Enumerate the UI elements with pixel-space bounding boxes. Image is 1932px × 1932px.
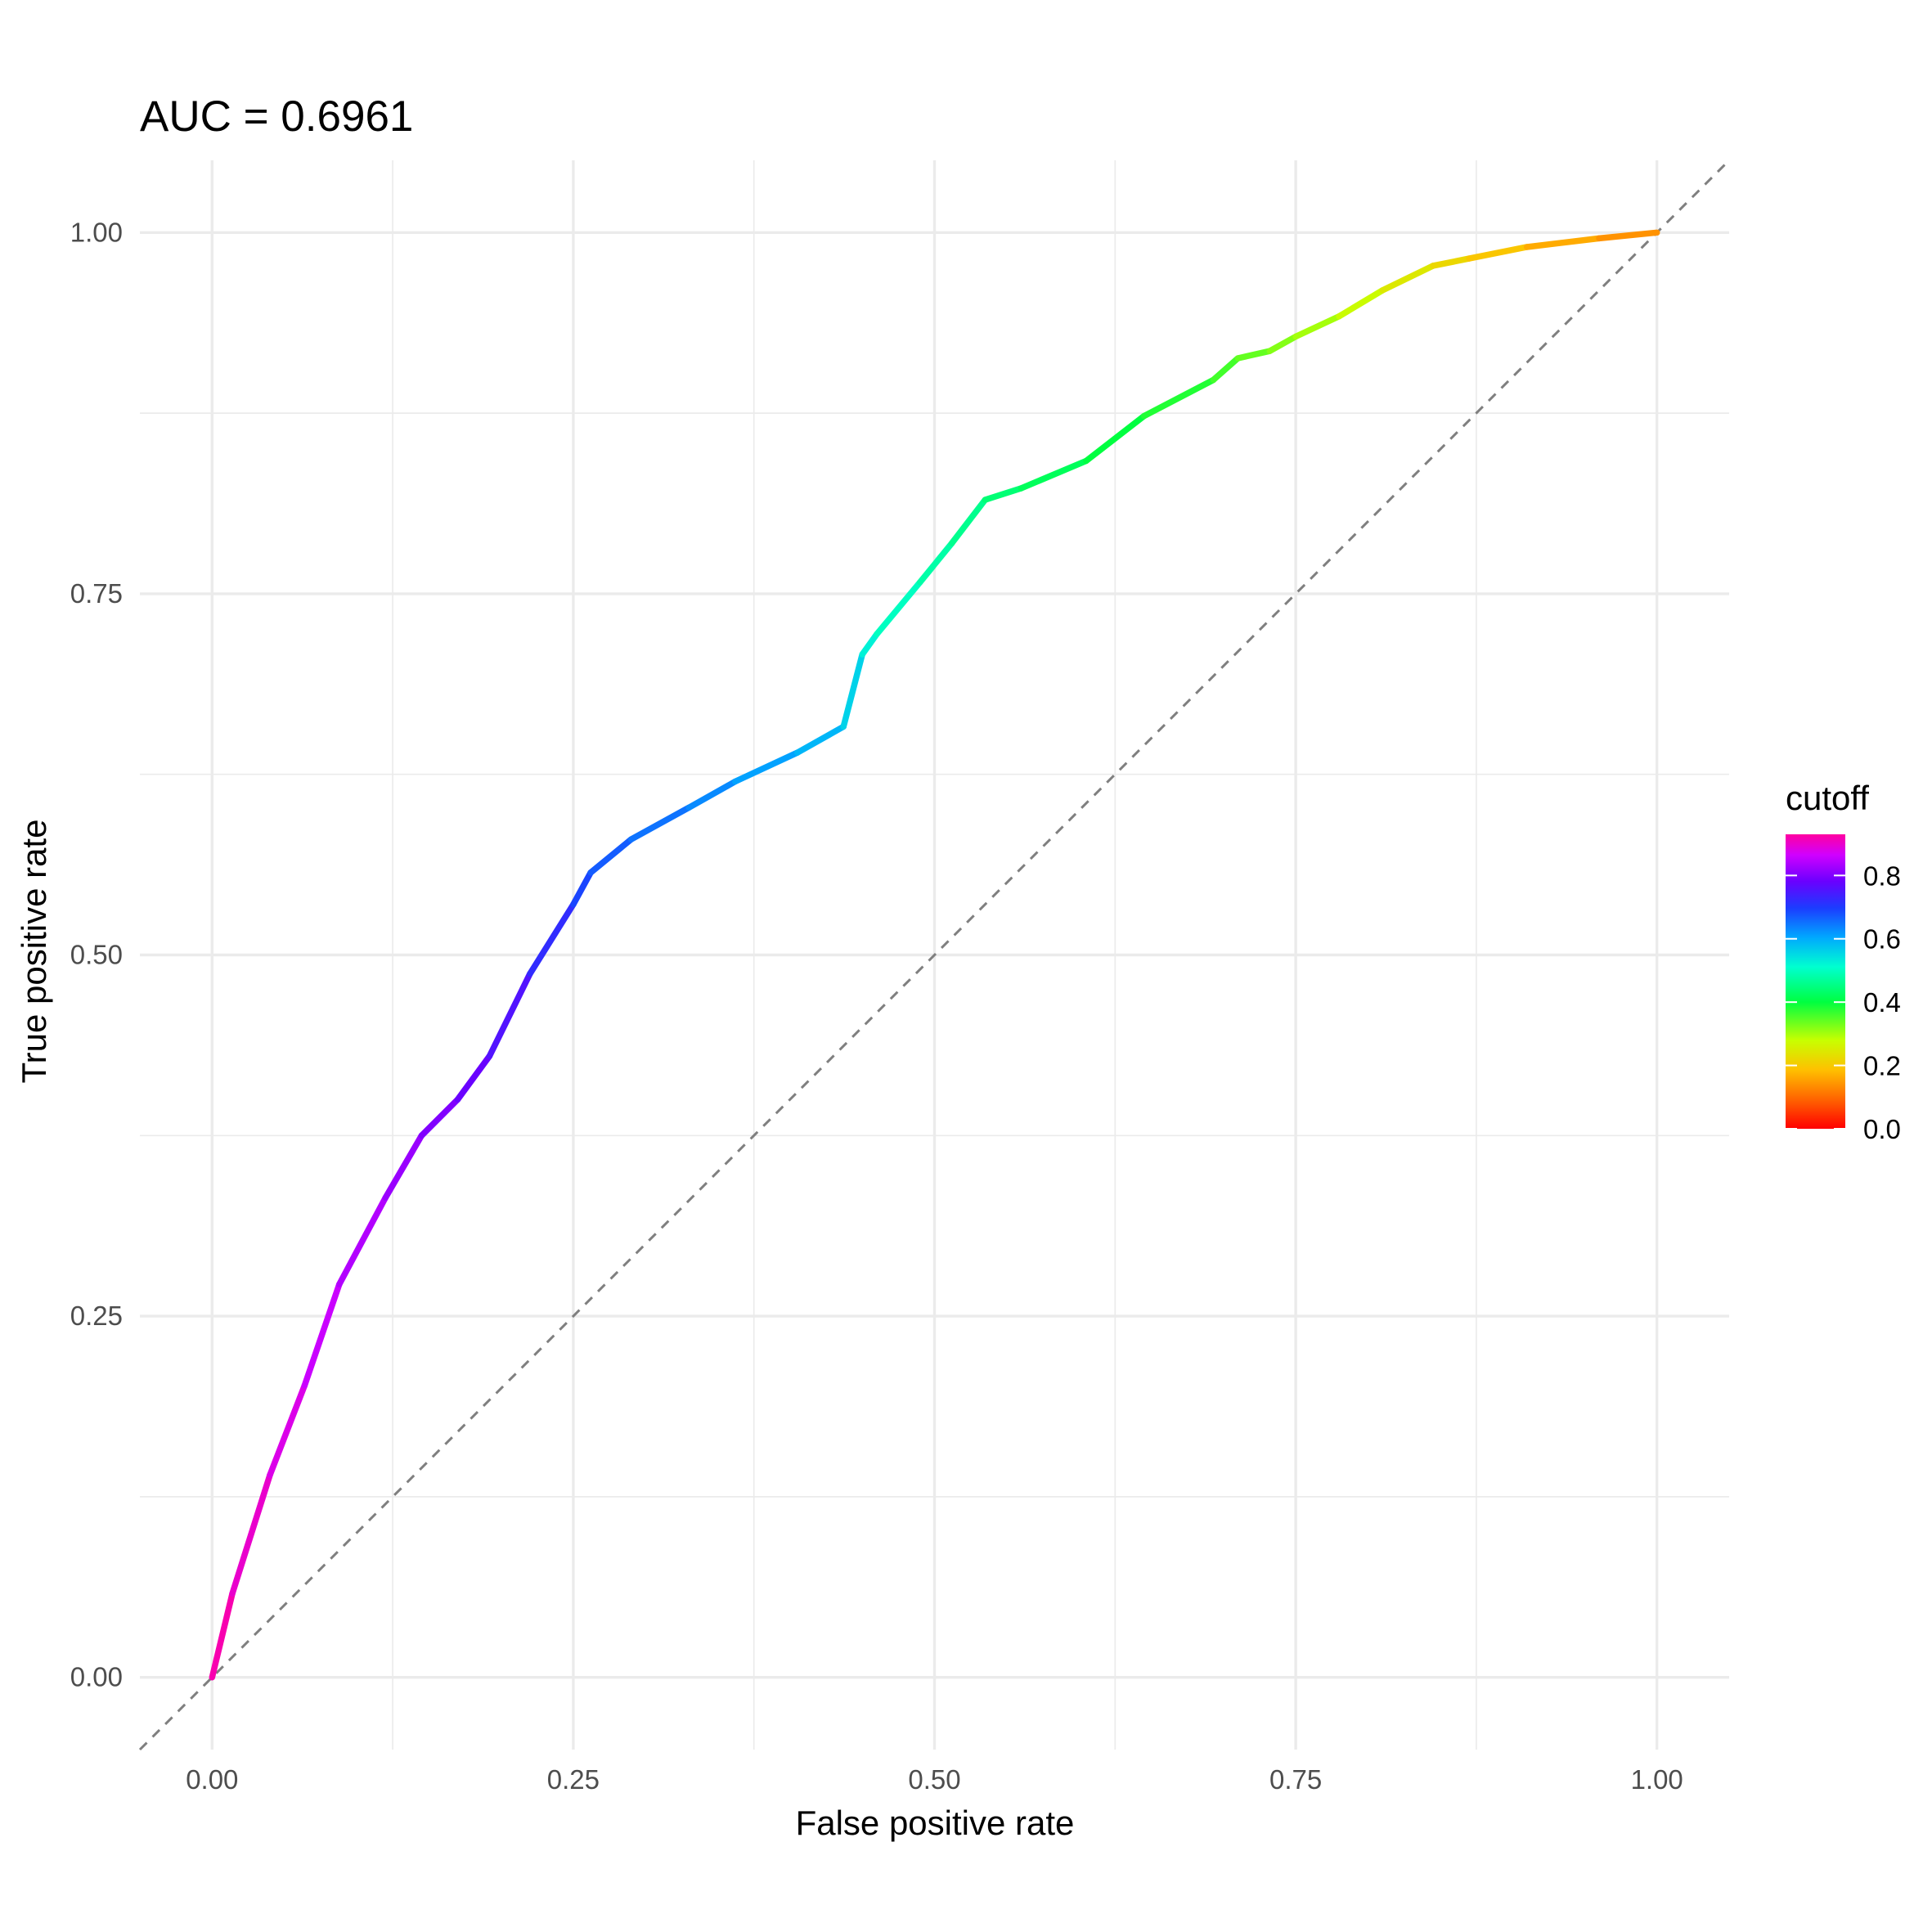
x-tick-label: 0.75	[1269, 1764, 1322, 1795]
y-tick-label: 0.75	[70, 578, 123, 609]
roc-segment	[209, 1590, 236, 1681]
legend-tick-label: 0.0	[1863, 1114, 1901, 1144]
roc-segment	[1210, 355, 1242, 384]
roc-segment	[454, 1053, 493, 1103]
roc-segment	[948, 496, 989, 546]
cutoff-legend: cutoff 0.8 0.6 0.4 0.2 0.0	[1786, 779, 1901, 1144]
x-tick-label: 0.00	[186, 1764, 238, 1795]
roc-segment	[731, 749, 801, 785]
chart-title: AUC = 0.6961	[140, 92, 413, 141]
roc-segment	[336, 1194, 389, 1287]
roc-segment	[982, 485, 1025, 503]
roc-segment	[587, 836, 635, 876]
roc-segment	[917, 540, 955, 586]
roc-segment	[685, 778, 739, 811]
x-tick-label: 1.00	[1631, 1764, 1683, 1795]
roc-segment	[1140, 376, 1217, 420]
y-tick-label: 0.00	[70, 1662, 123, 1692]
roc-segment	[1379, 263, 1436, 294]
x-axis-ticks: 0.00 0.25 0.50 0.75 1.00	[186, 1764, 1683, 1795]
x-tick-label: 0.25	[547, 1764, 600, 1795]
roc-segment	[527, 901, 577, 977]
roc-segment	[570, 869, 594, 908]
roc-segment	[229, 1471, 273, 1597]
roc-segment	[1234, 348, 1274, 362]
roc-segment	[793, 723, 847, 756]
roc-segment	[1523, 235, 1602, 250]
roc-segment	[627, 804, 692, 842]
roc-segment	[418, 1096, 461, 1139]
legend-title: cutoff	[1786, 779, 1869, 817]
roc-segment	[267, 1382, 308, 1479]
y-tick-label: 0.25	[70, 1301, 123, 1331]
y-axis-title: True positive rate	[15, 820, 53, 1084]
roc-segment	[1292, 313, 1342, 340]
y-axis-ticks: 0.00 0.25 0.50 0.75 1.00	[70, 217, 123, 1692]
legend-tick-label: 0.6	[1863, 924, 1901, 955]
roc-segment	[874, 579, 923, 638]
x-tick-label: 0.50	[908, 1764, 960, 1795]
roc-segment	[840, 651, 865, 730]
roc-segment	[1596, 229, 1660, 242]
roc-segment	[486, 970, 533, 1059]
legend-tick-label: 0.4	[1863, 987, 1901, 1018]
roc-segment	[1336, 287, 1386, 320]
legend-tick-label: 0.2	[1863, 1051, 1901, 1081]
roc-curve	[209, 229, 1660, 1681]
roc-segment	[1266, 333, 1299, 354]
roc-segment	[1466, 244, 1530, 262]
legend-ticks: 0.8 0.6 0.4 0.2 0.0	[1786, 860, 1901, 1144]
roc-segment	[1083, 412, 1148, 465]
roc-segment	[1018, 457, 1090, 492]
chance-diagonal-line	[138, 159, 1731, 1751]
cutoff-colorbar	[1786, 834, 1845, 1129]
legend-tick-label: 0.8	[1863, 860, 1901, 891]
roc-segment	[382, 1132, 425, 1201]
roc-segment	[301, 1281, 343, 1389]
roc-segment	[859, 631, 880, 658]
roc-segment	[1430, 255, 1472, 269]
y-tick-label: 1.00	[70, 217, 123, 247]
y-tick-label: 0.50	[70, 940, 123, 970]
x-axis-title: False positive rate	[796, 1804, 1075, 1842]
